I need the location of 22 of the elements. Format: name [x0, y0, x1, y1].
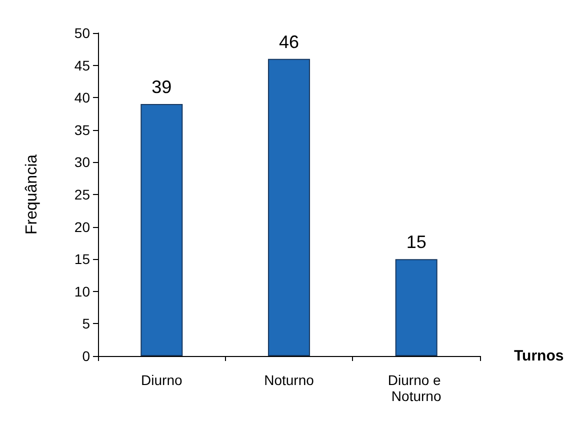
- bar: [268, 58, 310, 356]
- y-tick-label: 35: [74, 122, 90, 138]
- bar: [395, 259, 438, 356]
- y-tick-label: 20: [74, 218, 90, 235]
- y-tick-label: 50: [74, 25, 90, 41]
- y-tick-label: 5: [82, 316, 90, 332]
- y-tick-label: 25: [74, 186, 90, 202]
- y-tick-label: 0: [82, 348, 90, 364]
- y-tick-label: 40: [74, 90, 90, 106]
- bar: [140, 104, 183, 356]
- y-axis-title: Frequância: [24, 154, 40, 235]
- y-tick-label: 30: [74, 154, 90, 170]
- x-tick-label: Noturno: [264, 372, 314, 388]
- x-tick-label: Diurno: [141, 372, 182, 388]
- data-label: 39: [152, 77, 172, 98]
- x-tick-label: Diurno e Noturno: [388, 372, 445, 404]
- y-tick-label: 45: [74, 57, 90, 74]
- data-label: 15: [406, 232, 426, 252]
- data-label: 46: [278, 32, 300, 52]
- y-tick-label: 10: [74, 283, 90, 300]
- y-tick-label: 15: [74, 251, 90, 268]
- x-axis-title: Turnos: [514, 348, 564, 364]
